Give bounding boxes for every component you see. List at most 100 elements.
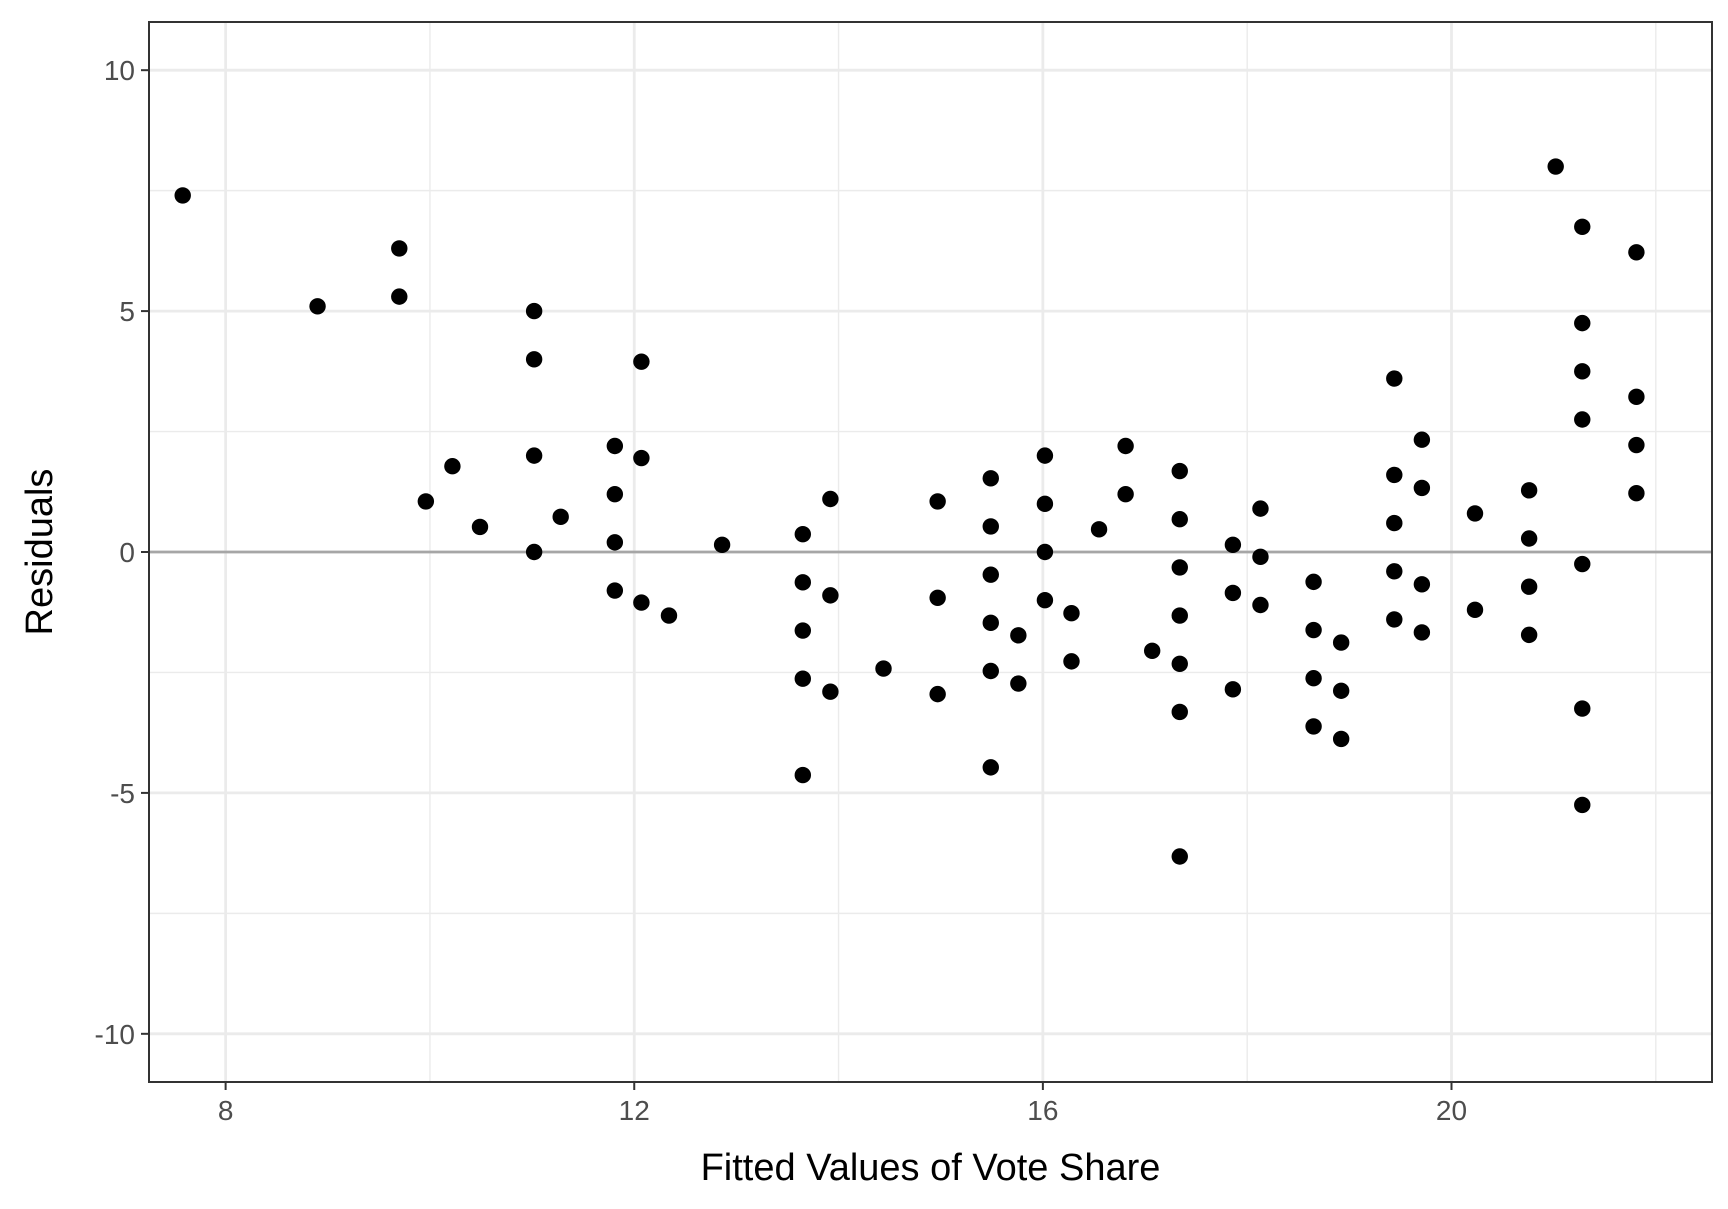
data-point	[1252, 548, 1269, 566]
data-point	[1386, 563, 1403, 580]
data-point	[525, 351, 543, 368]
data-point	[1171, 655, 1188, 672]
y-tick-label: -5	[110, 778, 135, 809]
data-point	[1628, 436, 1645, 454]
data-point	[1413, 624, 1431, 641]
data-point	[606, 485, 624, 503]
data-point	[1305, 621, 1322, 639]
data-point	[794, 670, 812, 687]
data-point	[525, 447, 543, 464]
data-point	[1063, 653, 1080, 670]
data-points	[174, 158, 1645, 865]
data-point	[525, 543, 543, 561]
data-point	[1117, 437, 1134, 455]
data-point	[1520, 482, 1538, 499]
data-point	[1332, 682, 1350, 699]
data-point	[391, 240, 408, 257]
data-point	[1252, 500, 1269, 517]
x-tick-label: 8	[218, 1095, 234, 1126]
data-point	[1063, 604, 1080, 622]
y-axis-title: Residuals	[19, 469, 61, 636]
data-point	[929, 493, 946, 510]
data-point	[1628, 244, 1645, 261]
data-point	[1143, 642, 1161, 659]
data-point	[1010, 675, 1027, 692]
data-point	[1413, 576, 1431, 593]
data-point	[875, 660, 892, 677]
data-point	[1171, 703, 1188, 721]
data-point	[633, 449, 650, 467]
data-point	[1520, 626, 1538, 644]
data-point	[1090, 521, 1108, 538]
data-point	[982, 662, 999, 680]
data-point	[1386, 370, 1403, 387]
data-point	[1305, 573, 1322, 591]
data-point	[1628, 388, 1645, 406]
data-point	[794, 574, 812, 591]
data-point	[1466, 601, 1484, 619]
data-point	[444, 458, 461, 475]
data-point	[1224, 584, 1242, 602]
data-point	[1224, 536, 1242, 553]
data-point	[525, 302, 543, 320]
data-point	[794, 525, 812, 543]
data-point	[822, 587, 839, 604]
data-point	[606, 534, 624, 551]
data-point	[1117, 485, 1134, 503]
data-point	[1386, 611, 1403, 628]
data-point	[822, 490, 839, 508]
x-tick-label: 20	[1436, 1095, 1467, 1126]
data-point	[1386, 466, 1403, 484]
data-point	[1171, 511, 1188, 528]
data-point	[1305, 670, 1322, 687]
data-point	[982, 566, 999, 583]
data-point	[713, 536, 731, 553]
data-point	[633, 594, 650, 611]
plot-panel	[148, 21, 1713, 1083]
data-point	[1332, 634, 1350, 651]
data-point	[1332, 730, 1350, 748]
data-point	[1386, 514, 1403, 532]
data-point	[1036, 495, 1054, 513]
y-axis: -10 -5 0 5 10	[95, 55, 149, 1050]
data-point	[982, 759, 999, 776]
x-axis: 8 12 16 20	[218, 1082, 1467, 1126]
data-point	[660, 607, 678, 624]
data-point	[1574, 314, 1591, 332]
data-point	[1520, 578, 1538, 595]
data-point	[822, 683, 839, 700]
data-point	[982, 614, 999, 632]
x-tick-label: 16	[1027, 1095, 1058, 1126]
data-point	[1171, 607, 1188, 624]
data-point	[1466, 505, 1484, 522]
data-point	[1520, 530, 1538, 547]
data-point	[1252, 596, 1269, 614]
data-point	[309, 298, 326, 315]
data-point	[1574, 555, 1591, 573]
data-point	[1574, 796, 1591, 814]
data-point	[1010, 627, 1027, 644]
data-point	[633, 353, 650, 370]
data-point	[552, 508, 569, 526]
data-point	[1413, 479, 1431, 497]
data-point	[929, 589, 946, 606]
data-point	[1171, 462, 1188, 480]
data-point	[606, 582, 624, 599]
data-point	[471, 518, 489, 536]
data-point	[1628, 485, 1645, 502]
data-point	[1171, 848, 1188, 865]
data-point	[391, 288, 408, 305]
y-tick-label: 0	[119, 537, 135, 568]
data-point	[1036, 543, 1054, 561]
data-point	[1413, 431, 1431, 448]
y-tick-label: -10	[95, 1019, 135, 1050]
data-point	[606, 437, 624, 455]
data-point	[1036, 447, 1054, 464]
y-tick-label: 5	[119, 296, 135, 327]
data-point	[1171, 559, 1188, 576]
data-point	[1574, 700, 1591, 717]
data-point	[174, 187, 191, 204]
x-axis-title: Fitted Values of Vote Share	[701, 1147, 1161, 1189]
x-tick-label: 12	[619, 1095, 650, 1126]
